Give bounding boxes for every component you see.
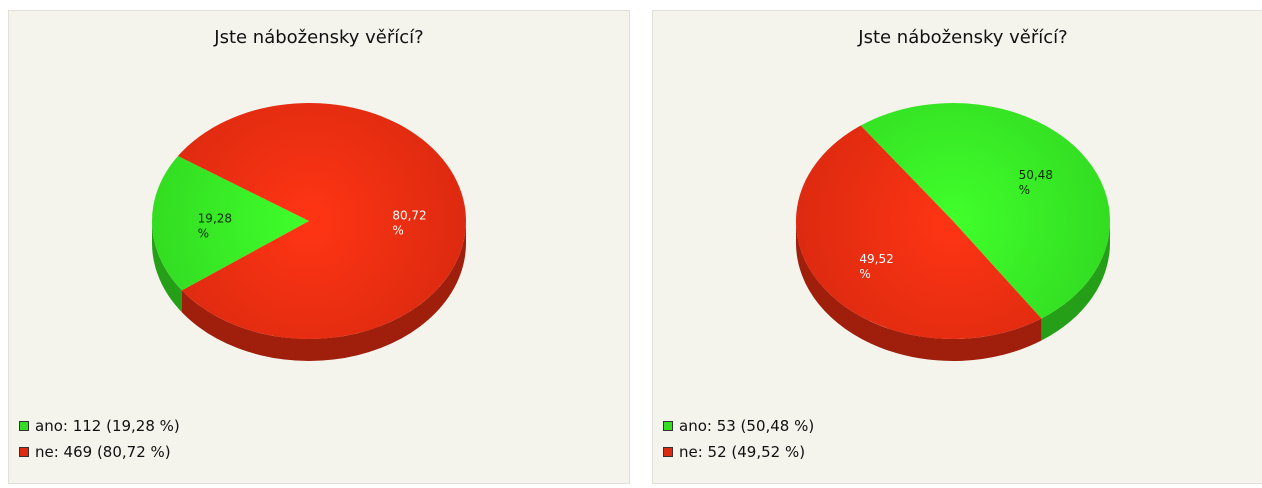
legend-swatch-ano <box>19 421 29 431</box>
pie-slice-ne <box>177 103 466 340</box>
legend-swatch-ano <box>663 421 673 431</box>
chart-legend: ano: 53 (50,48 %) ne: 52 (49,52 %) <box>663 413 814 465</box>
legend-item-ano: ano: 53 (50,48 %) <box>663 413 814 439</box>
slice-label-ano: 50,48 <box>1019 168 1053 182</box>
pie-side-ano <box>1041 221 1110 341</box>
pie-chart-2: 50,48%49,52% <box>795 103 1110 361</box>
slice-label-percent-ne: % <box>392 223 403 237</box>
legend-label-ne: ne: 469 (80,72 %) <box>35 443 171 461</box>
slice-label-percent-ano: % <box>1019 183 1030 197</box>
pie-chart-panel-2: Jste nábožensky věřící? 50,48% 49,52% ano… <box>652 10 1262 484</box>
chart-legend: ano: 112 (19,28 %) ne: 469 (80,72 %) <box>19 413 180 465</box>
slice-label-percent-ano: % <box>198 227 209 241</box>
pie-slice-ne <box>795 125 1042 340</box>
legend-label-ne: ne: 52 (49,52 %) <box>679 443 806 461</box>
legend-swatch-ne <box>19 447 29 457</box>
legend-item-ne: ne: 469 (80,72 %) <box>19 439 180 465</box>
pie-chart-panel-1: Jste nábožensky věřící? 19,28% 80,72% ano… <box>8 10 630 484</box>
chart-title: Jste nábožensky věřící? <box>214 27 424 48</box>
legend-label-ano: ano: 53 (50,48 %) <box>679 417 815 435</box>
legend-swatch-ne <box>663 447 673 457</box>
slice-label-ne: 80,72 <box>392 208 426 222</box>
legend-item-ne: ne: 52 (49,52 %) <box>663 439 814 465</box>
pie-slice-ano <box>151 156 309 291</box>
pie-chart-1: 19,28%80,72% <box>151 103 467 362</box>
slice-label-percent-ne: % <box>859 267 870 281</box>
chart-title: Jste nábožensky věřící? <box>858 27 1068 48</box>
pie-side-ne <box>181 221 467 362</box>
pie-slice-ano <box>860 103 1110 319</box>
slice-label-ano: 19,28 <box>198 212 232 226</box>
legend-item-ano: ano: 112 (19,28 %) <box>19 413 180 439</box>
slice-label-ne: 49,52 <box>859 252 893 266</box>
pie-side-ano <box>152 221 182 313</box>
legend-label-ano: ano: 112 (19,28 %) <box>35 417 180 435</box>
pie-side-ne <box>796 221 1042 361</box>
